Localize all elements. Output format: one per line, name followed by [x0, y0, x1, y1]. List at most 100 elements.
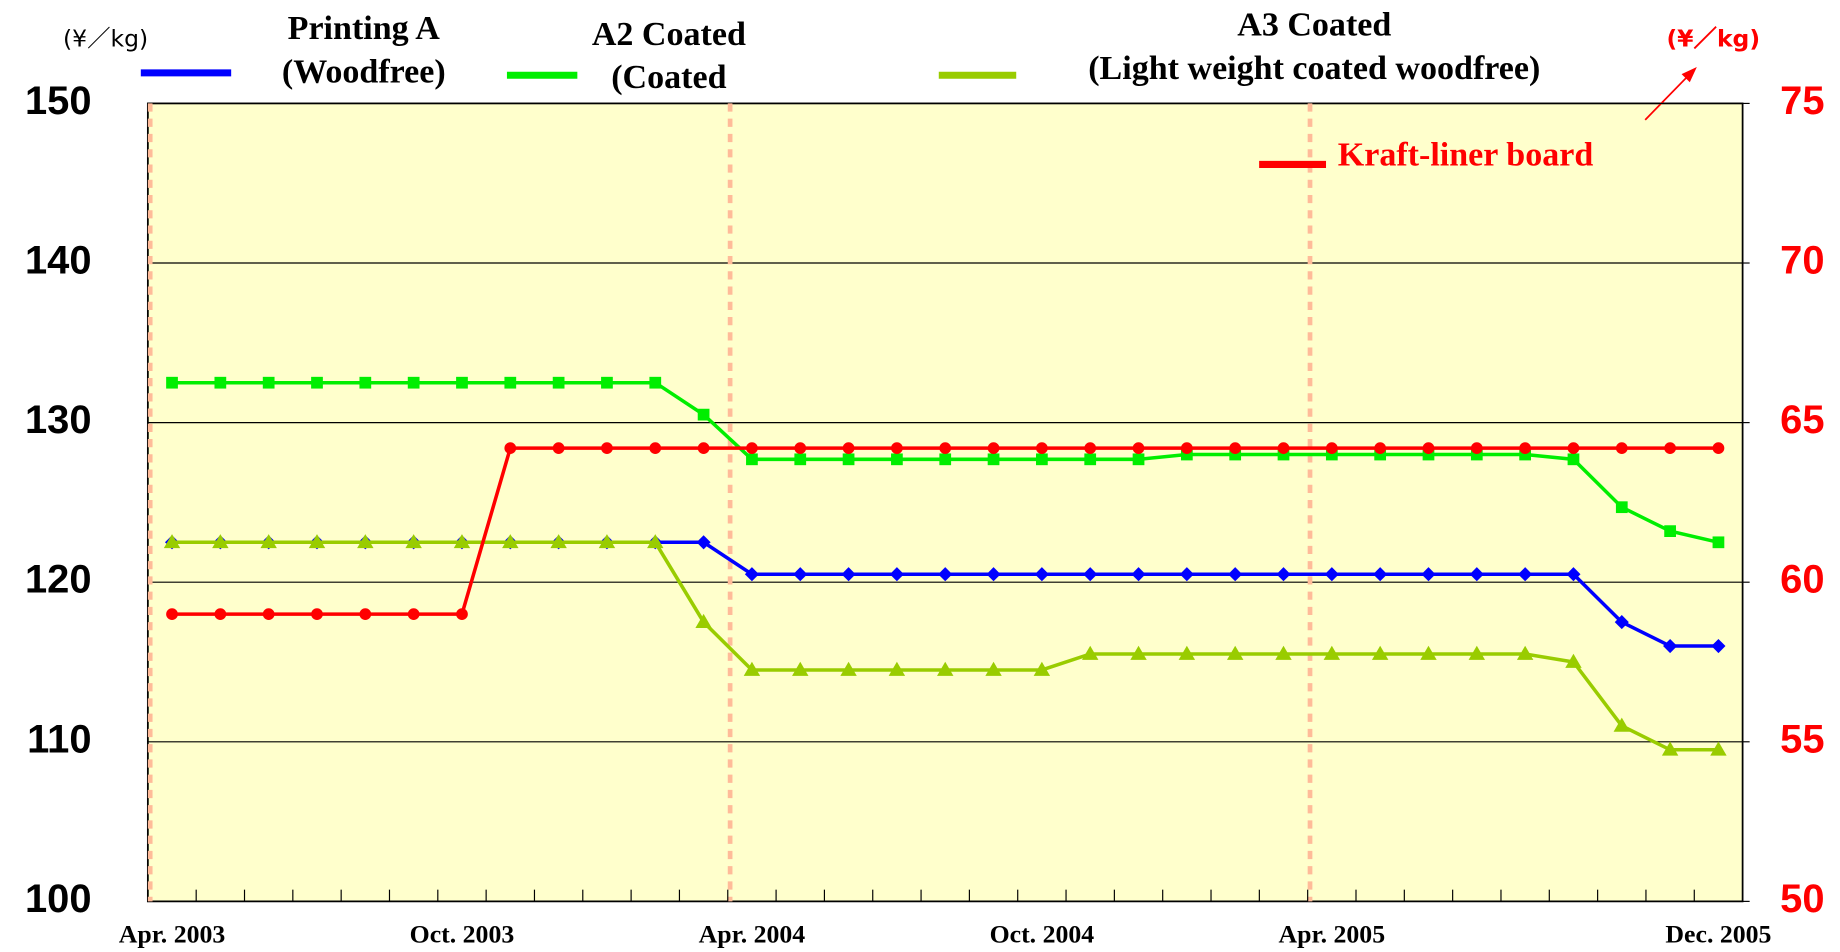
- point: [552, 376, 565, 389]
- point: [891, 442, 903, 455]
- point: [262, 608, 275, 620]
- point: [1711, 638, 1726, 654]
- point: [1565, 653, 1582, 668]
- point: [1323, 645, 1341, 660]
- point: [1325, 448, 1338, 461]
- annotation-arrow: [1644, 69, 1694, 121]
- point: [696, 535, 711, 550]
- plot-area: [146, 102, 1744, 903]
- y-tick-label: 100: [25, 877, 92, 921]
- point: [1374, 448, 1387, 461]
- point: [794, 453, 807, 466]
- point: [1422, 448, 1435, 461]
- arrow-head: [1681, 67, 1697, 83]
- point: [359, 608, 372, 620]
- point: [840, 661, 857, 676]
- point: [1084, 453, 1097, 466]
- point: [1374, 442, 1387, 455]
- point: [1180, 448, 1193, 461]
- y2-tick-label: 65: [1780, 398, 1824, 442]
- point: [939, 453, 952, 466]
- y-tick-label: 110: [27, 717, 91, 761]
- point: [601, 376, 613, 389]
- y2-tick-label: 75: [1780, 79, 1824, 123]
- point: [214, 376, 227, 389]
- point: [1663, 638, 1678, 654]
- point: [842, 453, 855, 466]
- point: [405, 534, 422, 549]
- point: [504, 442, 517, 455]
- point: [502, 534, 519, 549]
- point: [311, 376, 323, 389]
- legend-label: Printing A (Woodfree): [281, 9, 446, 91]
- legend-entry: Printing A (Woodfree): [281, 9, 446, 91]
- x-tick-label: Oct. 2003: [410, 920, 515, 949]
- point: [552, 442, 565, 455]
- point: [1178, 645, 1196, 660]
- legend-label: A2 Coated (Coated woodfree): [591, 15, 746, 107]
- legend-entry: A3 Coated (Light weight coated woodfree): [1088, 6, 1541, 87]
- point: [649, 376, 662, 389]
- point: [1325, 442, 1338, 455]
- point: [1422, 442, 1435, 455]
- y-axis-label: (¥／kg): [63, 25, 148, 53]
- point: [743, 661, 761, 676]
- y-tick-label: 150: [25, 79, 92, 123]
- point: [1664, 525, 1676, 537]
- point: [407, 608, 420, 620]
- point: [1470, 442, 1483, 455]
- point: [212, 534, 229, 549]
- point: [1516, 645, 1534, 660]
- point: [746, 453, 758, 466]
- point: [598, 534, 616, 549]
- point: [985, 661, 1002, 676]
- point: [1081, 645, 1099, 660]
- point: [1277, 442, 1290, 455]
- point: [1468, 645, 1486, 660]
- point: [1132, 442, 1145, 455]
- point: [794, 442, 807, 455]
- x-tick-label: Apr. 2004: [699, 920, 806, 949]
- point: [166, 608, 178, 620]
- point: [1567, 453, 1580, 466]
- point: [456, 376, 468, 389]
- y-tick-label: 130: [25, 398, 92, 442]
- point: [1420, 645, 1437, 660]
- point: [1036, 453, 1048, 466]
- point: [357, 534, 374, 549]
- legend-label: Kraft-liner board: [1337, 136, 1594, 174]
- point: [842, 442, 855, 455]
- point: [504, 376, 517, 389]
- point: [888, 661, 906, 676]
- point: [1277, 448, 1290, 461]
- point: [1275, 645, 1292, 660]
- y2-tick-label: 50: [1780, 877, 1824, 921]
- y2-tick-label: 70: [1780, 239, 1824, 283]
- legend-label: A3 Coated (Light weight coated woodfree): [1088, 6, 1541, 87]
- point: [1613, 717, 1631, 732]
- point: [1664, 442, 1676, 455]
- point: [987, 453, 1000, 466]
- point: [792, 661, 809, 676]
- point: [601, 442, 613, 455]
- point: [746, 442, 758, 455]
- point: [649, 442, 662, 455]
- point: [1371, 645, 1389, 660]
- point: [407, 376, 420, 389]
- point: [1229, 448, 1242, 461]
- point: [166, 376, 178, 389]
- point: [1710, 741, 1727, 756]
- point: [1470, 448, 1483, 461]
- x-tick-label: Apr. 2003: [119, 920, 226, 949]
- point: [1661, 741, 1679, 756]
- point: [1229, 442, 1242, 455]
- point: [697, 408, 710, 421]
- point: [1130, 645, 1147, 660]
- point: [262, 376, 275, 389]
- point: [1615, 442, 1628, 455]
- y2-tick-label: 60: [1780, 558, 1824, 602]
- point: [359, 376, 372, 389]
- y-tick-label: 120: [25, 558, 92, 602]
- point: [695, 613, 712, 628]
